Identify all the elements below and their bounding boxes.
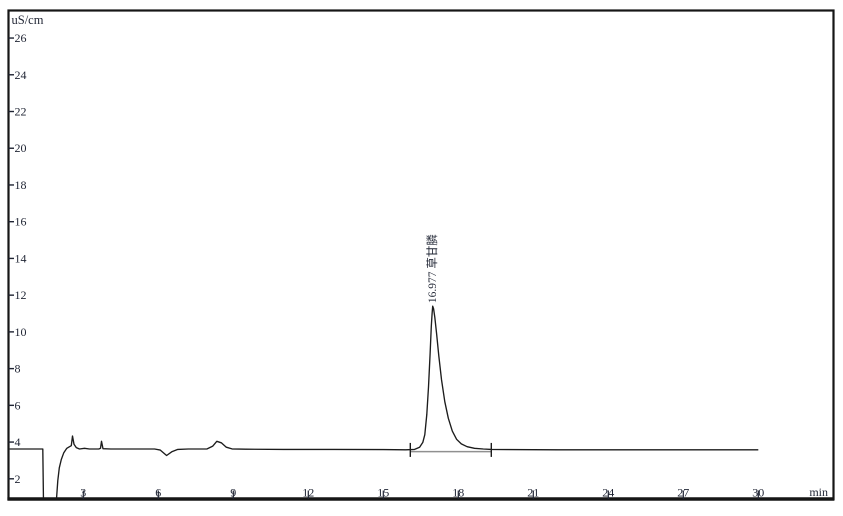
x-axis-tick-label: 18	[452, 486, 464, 500]
y-axis-tick-label: 8	[15, 362, 21, 376]
y-axis-tick-label: 10	[15, 325, 27, 339]
y-axis-tick-label: 16	[15, 215, 27, 229]
x-axis-tick-label: 27	[677, 486, 689, 500]
x-axis-tick-label: 12	[302, 486, 314, 500]
x-axis-tick-label: 24	[602, 486, 614, 500]
y-axis-tick-label: 18	[15, 178, 27, 192]
x-axis-tick-label: 9	[230, 486, 236, 500]
y-axis-tick-label: 14	[15, 251, 27, 265]
y-axis-tick-label: 22	[15, 105, 27, 119]
plot-frame-border	[7, 9, 835, 501]
chromatogram-trace	[9, 305, 759, 498]
x-axis-tick-label: 3	[80, 486, 86, 500]
x-axis-tick-label: 15	[377, 486, 389, 500]
y-axis-tick-label: 4	[15, 435, 21, 449]
x-axis-unit-label: min	[809, 485, 828, 499]
y-axis-unit-label: uS/cm	[12, 13, 44, 27]
y-axis-tick-label: 24	[15, 68, 27, 82]
y-axis-tick-label: 2	[15, 472, 21, 486]
x-axis-tick-label: 6	[155, 486, 161, 500]
y-axis-tick-label: 26	[15, 31, 27, 45]
x-axis-tick-label: 30	[752, 486, 764, 500]
peak-annotation-label: 16.977 草甘膦	[425, 234, 439, 303]
y-axis-tick-label: 12	[15, 288, 27, 302]
y-axis-tick-label: 6	[15, 398, 21, 412]
x-axis-tick-label: 21	[527, 486, 539, 500]
y-axis-tick-label: 20	[15, 141, 27, 155]
